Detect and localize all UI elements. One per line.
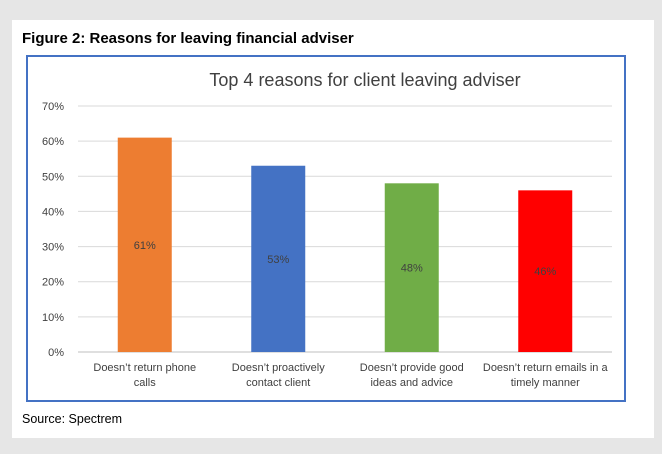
bar-data-label: 53%: [267, 254, 289, 266]
figure-source: Source: Spectrem: [22, 412, 123, 426]
figure-title: Figure 2: Reasons for leaving financial …: [22, 30, 354, 47]
bar-data-label: 46%: [534, 266, 556, 278]
y-tick-label: 50%: [42, 171, 64, 183]
y-tick-label: 20%: [42, 277, 64, 289]
y-tick-label: 30%: [42, 242, 64, 254]
y-tick-label: 0%: [48, 347, 64, 359]
x-category-label: Doesn’t proactively: [232, 362, 325, 374]
bar: [117, 137, 172, 352]
bar-data-label: 61%: [134, 240, 156, 252]
bar-chart: Top 4 reasons for client leaving adviser…: [42, 70, 612, 389]
x-category-label: Doesn’t return phone: [93, 362, 196, 374]
bar: [384, 183, 439, 352]
y-tick-label: 70%: [42, 101, 64, 113]
x-category-label: Doesn’t provide good: [360, 362, 464, 374]
bar-data-label: 48%: [401, 263, 423, 275]
bar: [251, 165, 306, 352]
x-category-label: timely manner: [511, 377, 580, 389]
y-tick-label: 40%: [42, 206, 64, 218]
x-category-label: ideas and advice: [370, 377, 453, 389]
y-tick-label: 60%: [42, 136, 64, 148]
y-tick-label: 10%: [42, 312, 64, 324]
chart-title: Top 4 reasons for client leaving adviser: [209, 70, 520, 90]
x-category-label: contact client: [246, 377, 310, 389]
bar: [518, 190, 573, 352]
x-category-label: calls: [134, 377, 157, 389]
x-category-label: Doesn’t return emails in a: [483, 362, 609, 374]
